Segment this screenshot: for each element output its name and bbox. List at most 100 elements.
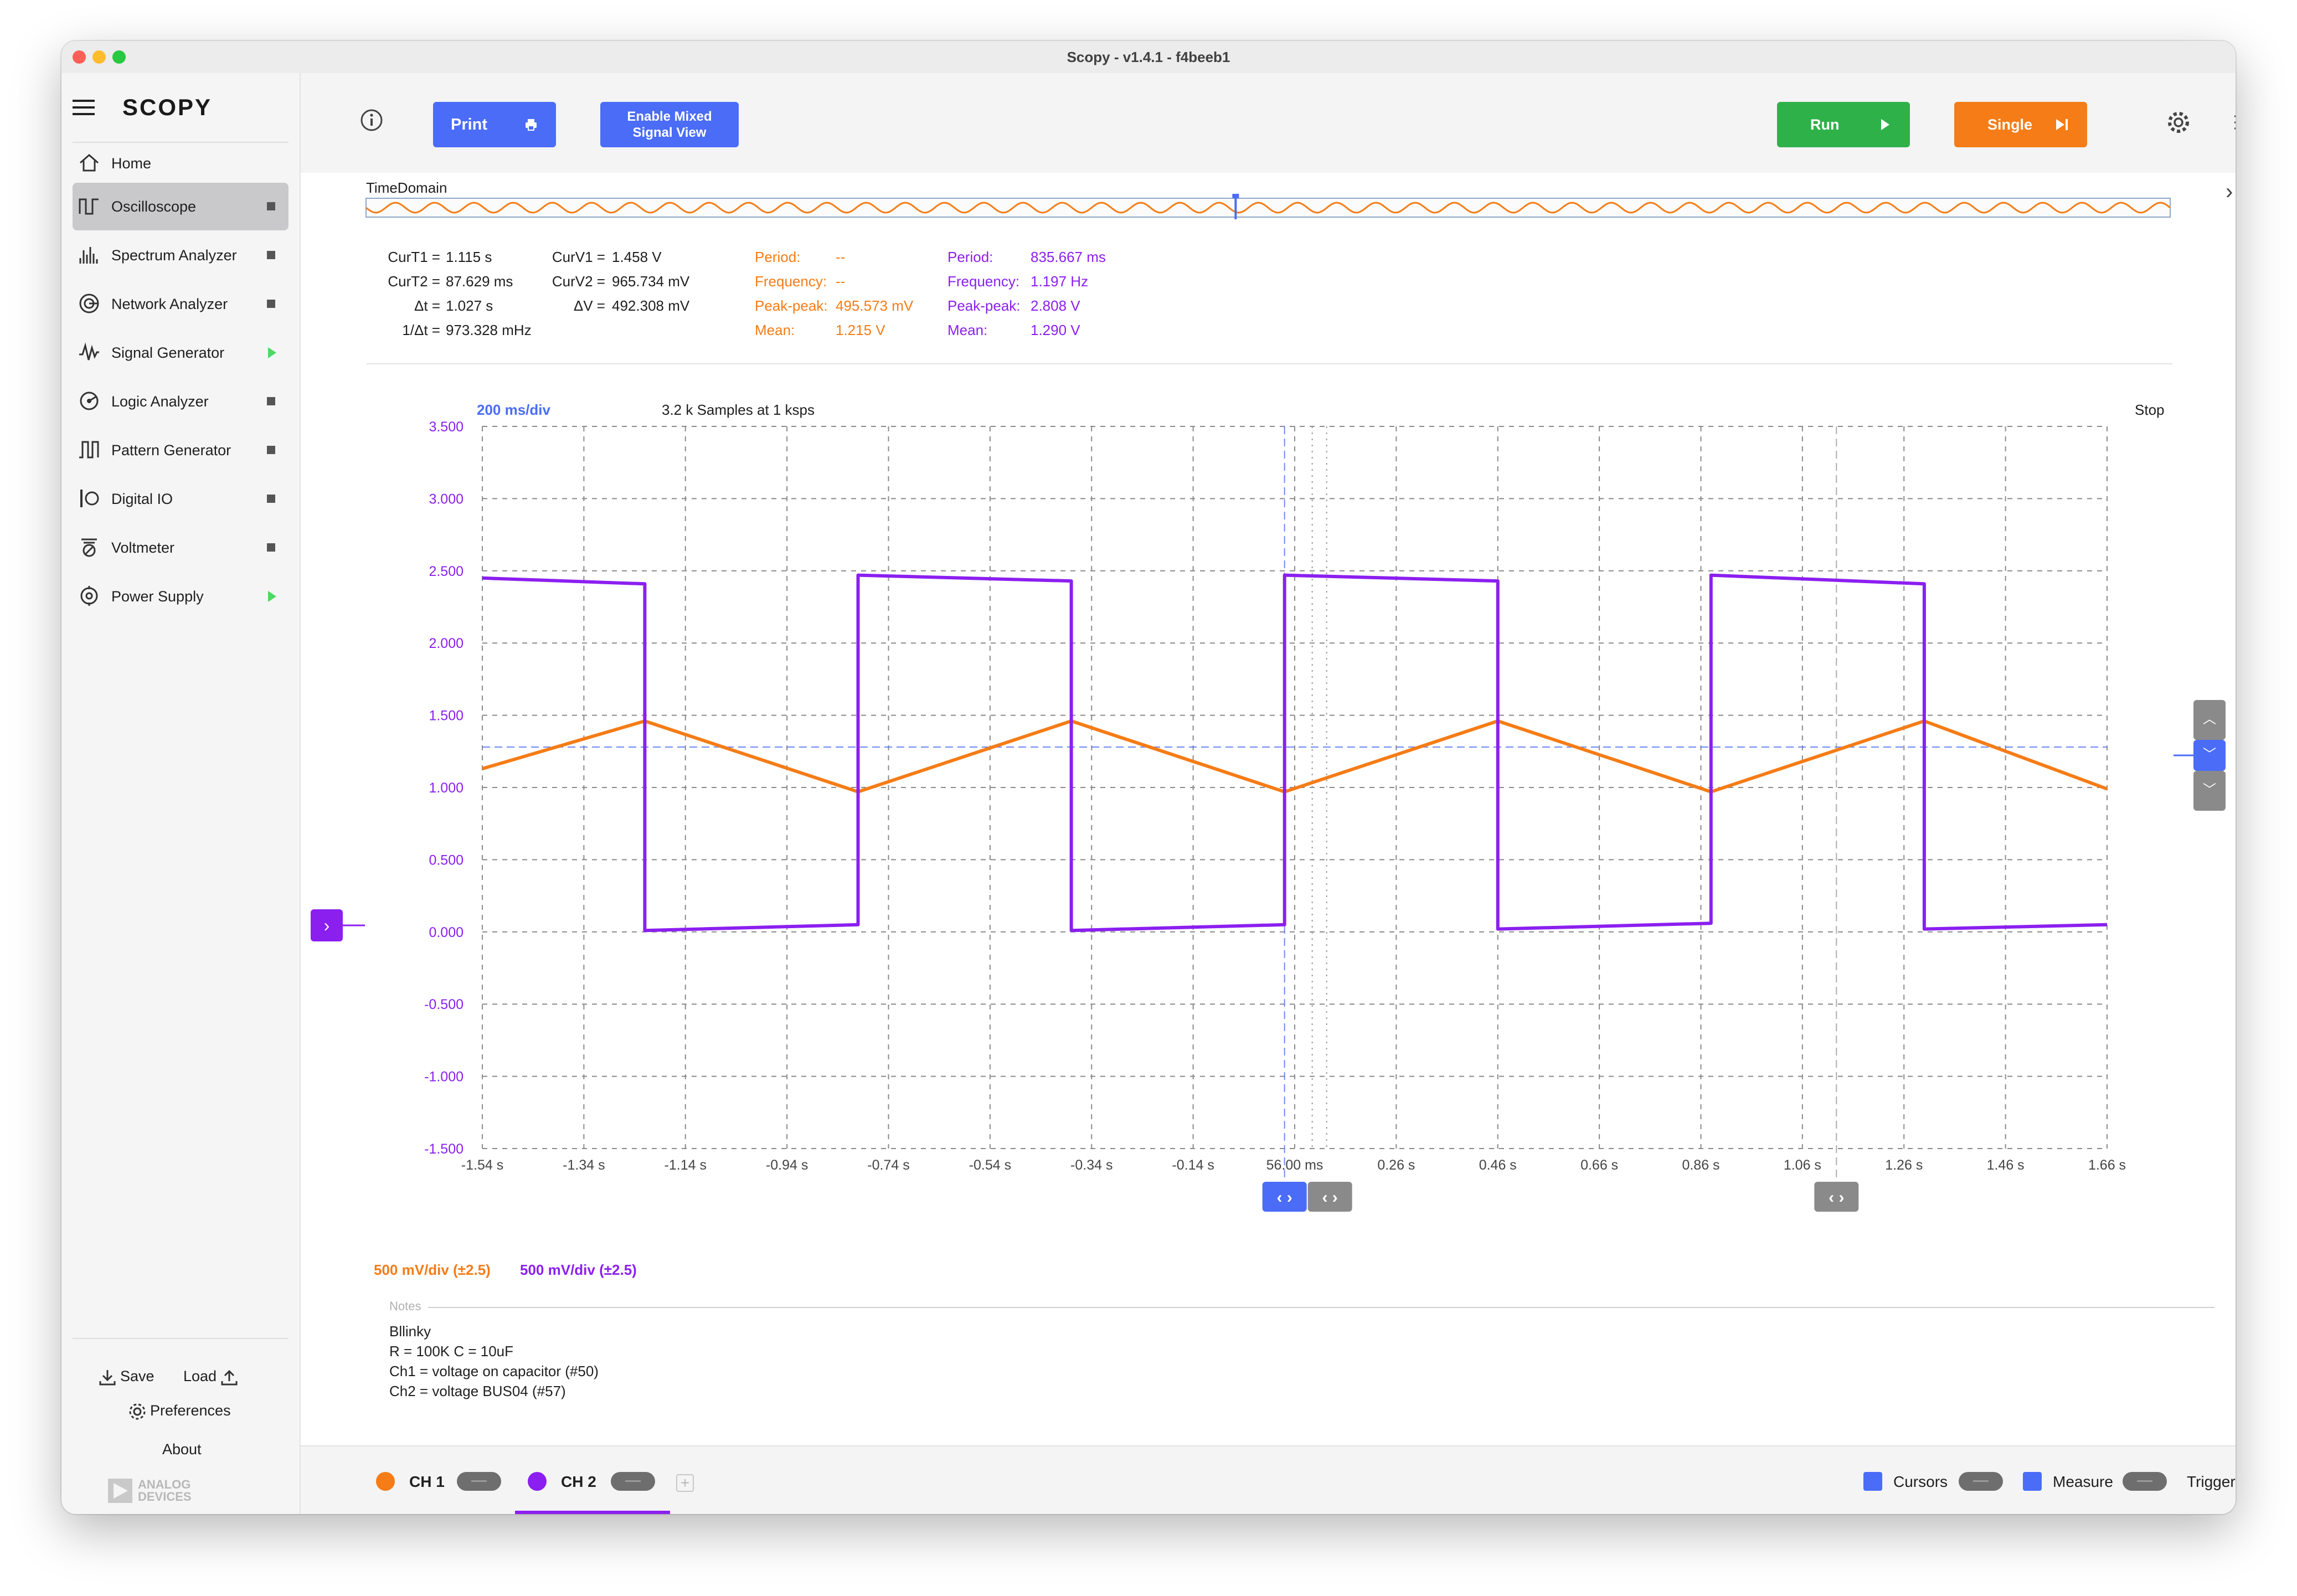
cursor-2-handle[interactable]	[1814, 1182, 1859, 1212]
play-icon	[1881, 119, 1889, 130]
zoom-window-button[interactable]	[112, 50, 126, 64]
ch2-scale-label: 500 mV/div (±2.5)	[520, 1262, 637, 1278]
trigger-level-handle[interactable]	[2193, 740, 2226, 771]
time-domain-label: TimeDomain	[366, 179, 447, 196]
info-icon[interactable]	[360, 109, 383, 132]
sidebar-item-digital-io[interactable]: Digital IO	[73, 475, 289, 523]
step-icon	[2056, 119, 2064, 130]
sidebar-item-oscilloscope[interactable]: Oscilloscope	[73, 183, 289, 230]
sidebar-item-network-analyzer[interactable]: Network Analyzer	[73, 280, 289, 328]
sidebar-item-voltmeter[interactable]: Voltmeter	[73, 524, 289, 572]
trigger-label[interactable]: Trigger	[2187, 1473, 2236, 1490]
settings-gear-icon[interactable]	[2166, 110, 2191, 135]
close-window-button[interactable]	[73, 50, 86, 64]
measure-label[interactable]: Measure	[2053, 1473, 2113, 1490]
x-tick-label: -0.54 s	[969, 1157, 1011, 1173]
y-tick-label: 3.500	[429, 419, 463, 435]
notes-text[interactable]: Bllinky R = 100K C = 10uF Ch1 = voltage on…	[389, 1323, 599, 1399]
stopped-status-icon	[267, 543, 275, 552]
x-tick-label: 0.86 s	[1682, 1157, 1719, 1173]
samples-label: 3.2 k Samples at 1 ksps	[662, 401, 815, 418]
sidebar-item-signal-generator[interactable]: Signal Generator	[73, 329, 289, 377]
trigger-high-handle[interactable]	[2193, 700, 2226, 740]
sidebar-item-label: Home	[111, 155, 152, 172]
about-button[interactable]: About	[162, 1441, 202, 1458]
analog-devices-mark-icon	[108, 1479, 132, 1503]
timeline-strip[interactable]	[365, 194, 2171, 219]
home-icon	[80, 154, 99, 172]
sidebar-item-label: Power Supply	[111, 588, 204, 605]
x-tick-label: -0.34 s	[1070, 1157, 1113, 1173]
chevron-icon: ﹀	[2203, 746, 2216, 762]
y-tick-label: 2.500	[429, 564, 463, 579]
sidebar-item-pattern-generator[interactable]: Pattern Generator	[73, 426, 289, 474]
cursors-menu-toggle[interactable]	[1959, 1472, 2003, 1491]
sidebar-item-label: Logic Analyzer	[111, 393, 209, 410]
measure-menu-toggle[interactable]	[2123, 1472, 2167, 1491]
stopped-status-icon	[267, 446, 275, 454]
oscilloscope-icon	[79, 198, 99, 215]
ch1-label[interactable]: CH 1	[409, 1473, 445, 1490]
sidebar-item-label: Network Analyzer	[111, 296, 228, 312]
cursor-1-handle[interactable]	[1262, 1182, 1307, 1212]
oscilloscope-plot[interactable]: -1.54 s -1.34 s -1.14 s -0.94 s -0.74 s -0.54…	[311, 419, 2226, 1212]
ch2-menu-toggle[interactable]	[611, 1472, 655, 1491]
sidebar: SCOPY Home Oscilloscope Spectrum Analyze…	[61, 73, 301, 1514]
ch2-trace	[482, 573, 2108, 933]
cursor-2-handle-icon: ‹ ›	[1829, 1188, 1844, 1207]
digital-io-icon	[80, 490, 99, 507]
measure-checkbox[interactable]	[2023, 1472, 2042, 1491]
chevron-right-icon[interactable]: ›	[2226, 179, 2233, 204]
cursors-checkbox[interactable]	[1863, 1472, 1882, 1491]
sidebar-item-label: Signal Generator	[111, 344, 225, 361]
sidebar-item-spectrum-analyzer[interactable]: Spectrum Analyzer	[73, 231, 289, 279]
run-button[interactable]: Run	[1777, 102, 1910, 147]
menu-icon[interactable]	[73, 100, 95, 102]
x-tick-label: 1.66 s	[2088, 1157, 2126, 1173]
stopped-status-icon	[267, 397, 275, 405]
ch2-offset-handle[interactable]	[311, 909, 343, 941]
window-title: Scopy - v1.4.1 - f4beeb1	[1067, 49, 1230, 65]
y-tick-label: 0.500	[429, 852, 463, 868]
cursor-t-labels: CurT1 = CurT2 = Δt = 1/Δt =	[388, 249, 440, 338]
running-status-icon	[268, 347, 276, 358]
ch1-menu-toggle[interactable]	[457, 1472, 501, 1491]
app-window: Scopy - v1.4.1 - f4beeb1 SCOPY Home Osci…	[61, 41, 2236, 1514]
x-tick-label: -1.54 s	[461, 1157, 503, 1173]
title-bar: Scopy - v1.4.1 - f4beeb1	[61, 41, 2236, 74]
sidebar-item-power-supply[interactable]: Power Supply	[73, 573, 289, 620]
cursors-label[interactable]: Cursors	[1893, 1473, 1948, 1490]
sidebar-item-home[interactable]: Home	[73, 144, 289, 183]
print-button[interactable]: Print	[433, 102, 556, 147]
ch2-label[interactable]: CH 2	[561, 1473, 596, 1490]
chevron-right-icon: ›	[324, 915, 330, 935]
minimize-window-button[interactable]	[92, 50, 106, 64]
y-tick-label: -1.500	[424, 1141, 463, 1157]
spectrum-icon	[79, 247, 98, 264]
single-button[interactable]: Single	[1954, 102, 2087, 147]
x-tick-label: 56.00 ms	[1266, 1157, 1323, 1173]
plot-overlay: -1.54 s -1.34 s -1.14 s -0.94 s -0.74 s -0.54…	[311, 194, 2226, 1212]
x-tick-label: -0.94 s	[766, 1157, 808, 1173]
ch1-measure-labels: Period: Frequency: Peak-peak: Mean:	[755, 249, 828, 338]
voltmeter-icon	[81, 538, 97, 557]
sidebar-item-label: Pattern Generator	[111, 442, 231, 459]
x-tick-label: 1.46 s	[1987, 1157, 2025, 1173]
add-channel-icon[interactable]: +	[676, 1474, 694, 1492]
ch2-measure-labels: Period: Frequency: Peak-peak: Mean:	[947, 249, 1021, 338]
timeline-position-handle[interactable]	[1232, 194, 1239, 198]
stopped-status-icon	[267, 300, 275, 308]
x-tick-label: 1.06 s	[1784, 1157, 1821, 1173]
cursor-t-values: 1.115 s 87.629 ms 1.027 s 973.328 mHz	[446, 249, 532, 338]
upload-icon	[221, 1370, 238, 1386]
ch1-dot-icon[interactable]	[376, 1472, 395, 1491]
sidebar-item-logic-analyzer[interactable]: Logic Analyzer	[73, 378, 289, 425]
trigger-low-handle[interactable]	[2193, 771, 2226, 811]
ch2-dot-icon[interactable]	[528, 1472, 547, 1491]
cursor-1b-handle[interactable]	[1307, 1182, 1352, 1212]
preferences-button[interactable]: Preferences	[128, 1397, 231, 1424]
save-button[interactable]: Save	[98, 1362, 154, 1390]
chevron-icon: ﹀	[2203, 782, 2216, 797]
load-button[interactable]: Load	[183, 1362, 239, 1390]
enable-mixed-signal-button[interactable]: Enable Mixed Signal View	[600, 102, 739, 147]
